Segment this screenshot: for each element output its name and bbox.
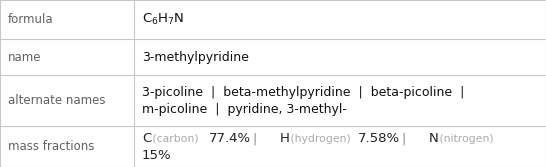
Text: (carbon): (carbon) — [149, 134, 202, 144]
Text: H: H — [279, 132, 289, 145]
Text: name: name — [8, 51, 41, 64]
Text: alternate names: alternate names — [8, 94, 105, 107]
Text: formula: formula — [8, 13, 54, 26]
Text: C$_6$H$_7$N: C$_6$H$_7$N — [142, 12, 184, 27]
Text: (nitrogen): (nitrogen) — [436, 134, 494, 144]
Text: 3-picoline  |  beta-methylpyridine  |  beta-picoline  |
m-picoline  |  pyridine,: 3-picoline | beta-methylpyridine | beta-… — [142, 86, 464, 116]
Text: mass fractions: mass fractions — [8, 140, 94, 153]
Text: 15%: 15% — [142, 149, 171, 162]
Text: 77.4%: 77.4% — [209, 132, 251, 145]
Text: C: C — [142, 132, 151, 145]
Text: |: | — [245, 132, 265, 145]
Text: 3-methylpyridine: 3-methylpyridine — [142, 51, 248, 64]
Text: N: N — [429, 132, 438, 145]
Text: |: | — [394, 132, 414, 145]
Text: 7.58%: 7.58% — [358, 132, 400, 145]
Text: (hydrogen): (hydrogen) — [287, 134, 354, 144]
